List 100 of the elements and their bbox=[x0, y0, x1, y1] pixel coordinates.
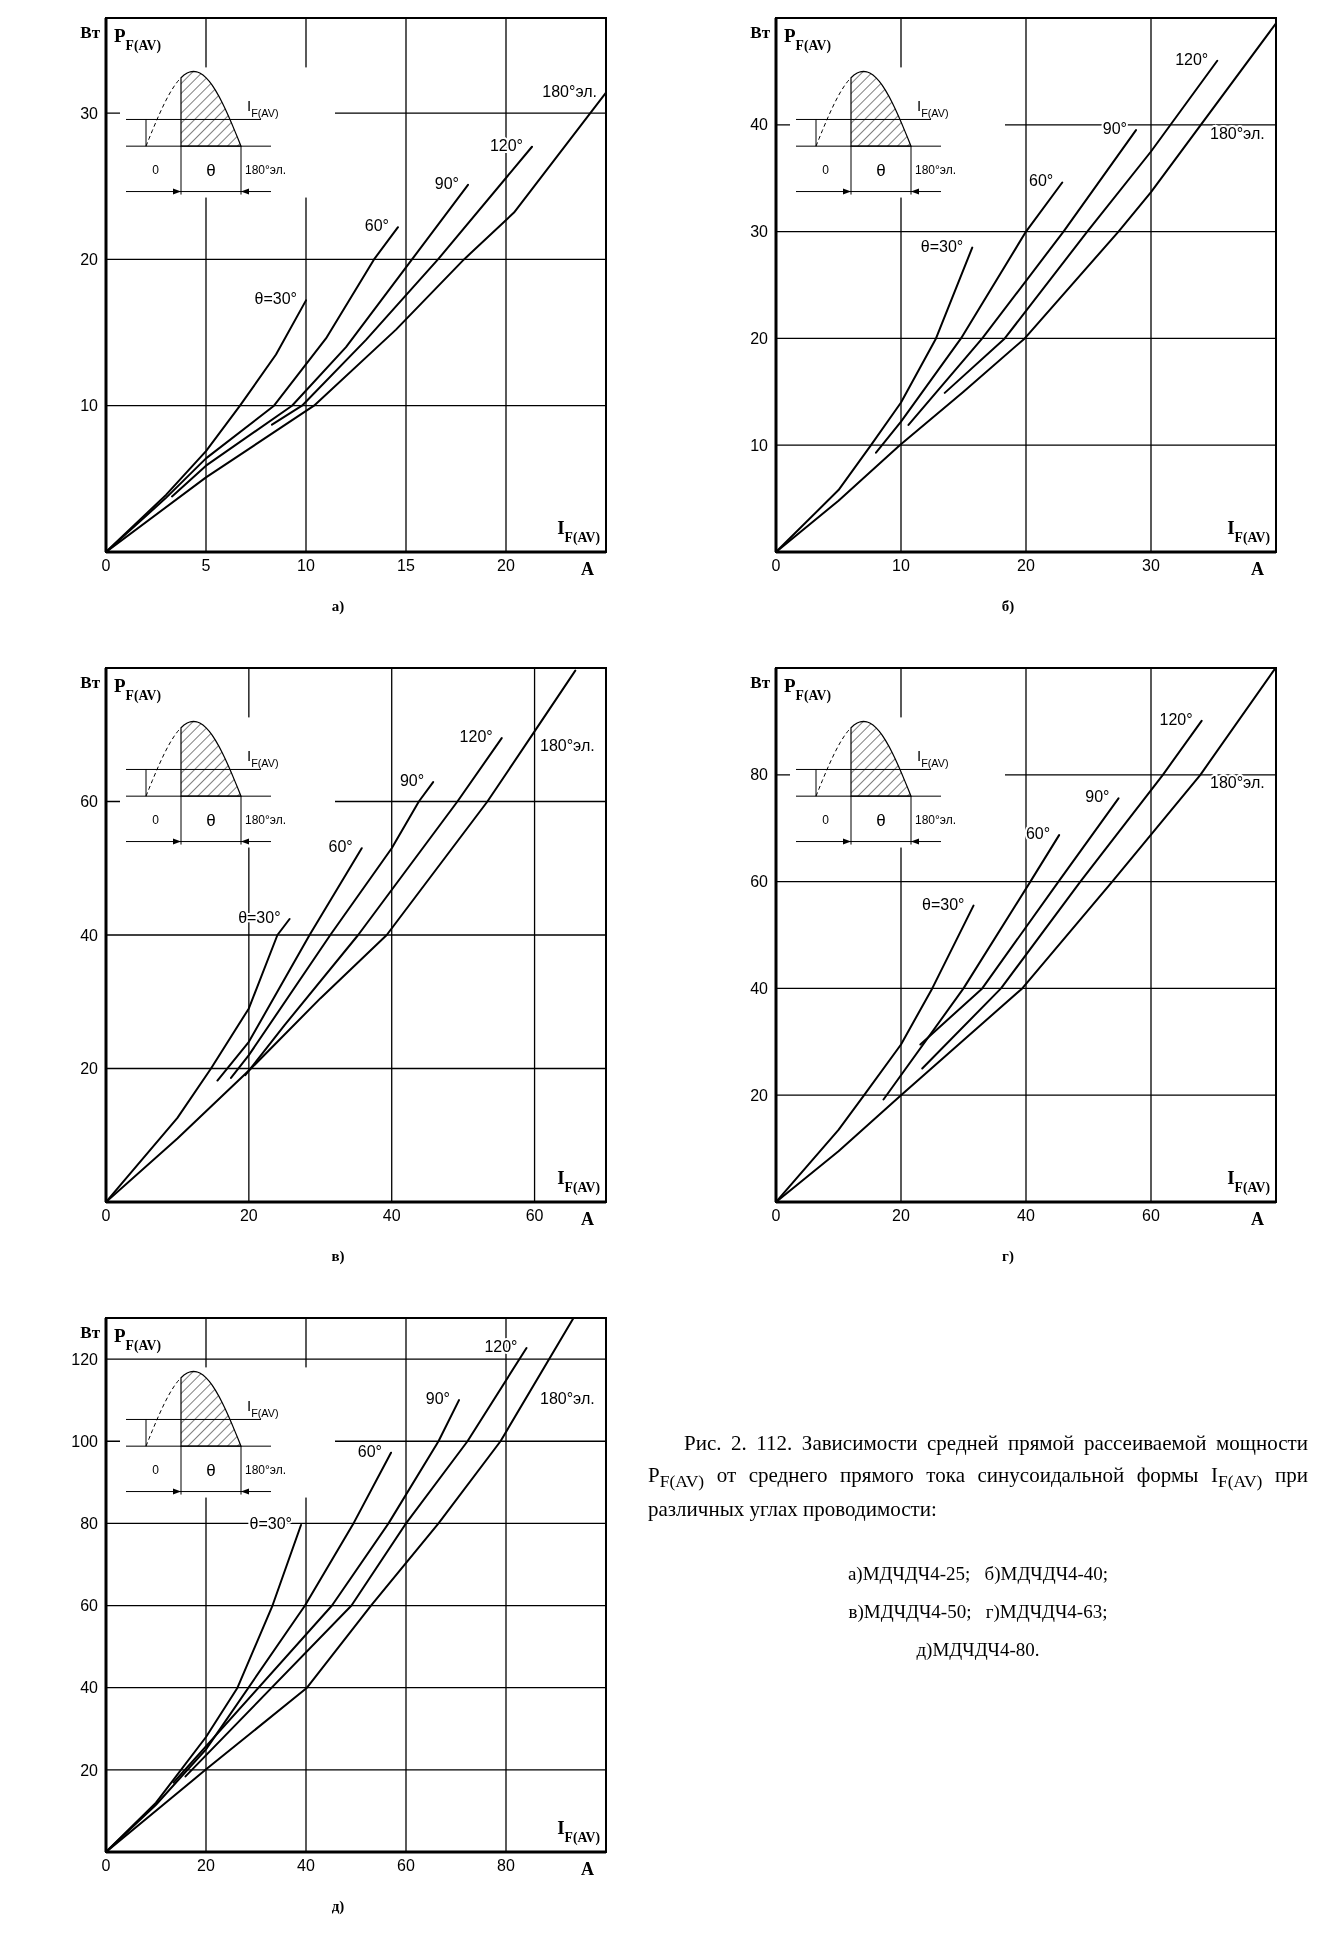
y-tick-label: 120 bbox=[71, 1350, 99, 1368]
series-label: 180°эл. bbox=[540, 737, 595, 755]
annotation: 0 bbox=[822, 162, 830, 177]
y-tick-label: 30 bbox=[80, 104, 99, 122]
text: А bbox=[1251, 559, 1264, 579]
x-tick-label: 20 bbox=[197, 1857, 215, 1875]
x-tick-label: 30 bbox=[1142, 557, 1160, 575]
series-label: θ=30° bbox=[920, 237, 964, 255]
series-label: 90° bbox=[425, 1390, 450, 1408]
x-tick-label: 20 bbox=[239, 1207, 258, 1225]
x-tick-label: 40 bbox=[297, 1857, 315, 1875]
annotation: 180°эл. bbox=[915, 162, 957, 177]
text: б) bbox=[1000, 598, 1016, 615]
x-tick-label: 15 bbox=[397, 557, 415, 575]
y-tick-label: 40 bbox=[750, 980, 769, 998]
y-tick-label: 60 bbox=[80, 793, 99, 811]
x-tick-label: 20 bbox=[892, 1207, 910, 1225]
text: Вт bbox=[750, 23, 771, 42]
x-tick-label: 60 bbox=[525, 1207, 544, 1225]
annotation: θ bbox=[876, 160, 886, 180]
y-tick-label: 100 bbox=[71, 1432, 99, 1450]
series-label: 60° bbox=[357, 1442, 382, 1460]
annotation: θ bbox=[206, 810, 216, 830]
text: а)МДЧДЧ4-25; б)МДЧДЧ4-40; bbox=[846, 1562, 1110, 1587]
series-label: θ=30° bbox=[922, 895, 965, 913]
annotation: θ bbox=[206, 160, 216, 180]
x-tick-label: 0 bbox=[771, 1207, 781, 1225]
x-axis-title: I$_{F(AV)}$ bbox=[1227, 1167, 1270, 1196]
x-tick-label: 10 bbox=[297, 557, 315, 575]
y-tick-label: 20 bbox=[750, 330, 769, 348]
y-axis-title: P$_{F(AV)}$ bbox=[784, 675, 832, 704]
x-tick-label: 0 bbox=[101, 1207, 111, 1225]
annotation: 180°эл. bbox=[245, 1462, 287, 1477]
x-tick-label: 10 bbox=[892, 557, 910, 575]
y-tick-label: 80 bbox=[750, 766, 769, 784]
y-axis-title: P$_{F(AV)}$ bbox=[114, 675, 162, 704]
y-tick-label: 40 bbox=[80, 926, 99, 944]
series-label: 60° bbox=[328, 838, 353, 856]
y-tick-label: 60 bbox=[750, 873, 769, 891]
chart-title: Рис. 2. 112. Зависимости средней прямой рассеиваемой мощности P$_{F(AV)}$ от среднего прямого тока синусоидальной формы I$_{F(AV)}$ при различных углах проводимости: bbox=[648, 1431, 1308, 1521]
y-tick-label: 40 bbox=[750, 116, 769, 134]
x-tick-label: 5 bbox=[201, 557, 211, 575]
annotation: I$_{F(AV)}$ bbox=[247, 97, 279, 120]
x-axis-title: I$_{F(AV)}$ bbox=[557, 1817, 600, 1846]
y-tick-label: 10 bbox=[80, 397, 99, 415]
series-label: 90° bbox=[1102, 120, 1127, 138]
annotation: 180°эл. bbox=[915, 812, 957, 827]
series-label: 60° bbox=[1029, 172, 1054, 190]
y-tick-label: 80 bbox=[80, 1515, 99, 1533]
y-axis-title: P$_{F(AV)}$ bbox=[784, 25, 832, 54]
x-tick-label: 80 bbox=[497, 1857, 515, 1875]
series-label: 60° bbox=[1025, 825, 1051, 843]
series-label: 120° bbox=[459, 728, 493, 746]
annotation: 0 bbox=[152, 162, 160, 177]
annotation: 180°эл. bbox=[245, 162, 287, 177]
series-label: 120° bbox=[1175, 50, 1209, 68]
series-label: 90° bbox=[399, 772, 425, 790]
text: в) bbox=[330, 1248, 346, 1265]
series-label: 180°эл. bbox=[542, 82, 597, 100]
series-label: 180°эл. bbox=[540, 1390, 595, 1408]
x-tick-label: 40 bbox=[382, 1207, 401, 1225]
text: А bbox=[581, 559, 594, 579]
y-tick-label: 20 bbox=[80, 251, 99, 269]
annotation: θ bbox=[206, 1460, 216, 1480]
x-axis-title: I$_{F(AV)}$ bbox=[557, 1167, 600, 1196]
y-tick-label: 20 bbox=[80, 1761, 99, 1779]
text: Вт bbox=[80, 23, 101, 42]
x-tick-label: 0 bbox=[101, 557, 111, 575]
series-label: 180°эл. bbox=[1210, 774, 1265, 792]
y-tick-label: 20 bbox=[80, 1060, 99, 1078]
annotation: I$_{F(AV)}$ bbox=[247, 747, 279, 770]
text: д) bbox=[330, 1898, 346, 1915]
y-axis-title: P$_{F(AV)}$ bbox=[114, 25, 162, 54]
text: А bbox=[1251, 1209, 1264, 1229]
text: Вт bbox=[750, 673, 771, 692]
text: А bbox=[581, 1859, 594, 1879]
series-label: 180°эл. bbox=[1210, 125, 1265, 143]
series-label: 60° bbox=[364, 217, 389, 235]
series-label: 90° bbox=[1085, 788, 1110, 806]
text: г) bbox=[1001, 1248, 1015, 1265]
annotation: I$_{F(AV)}$ bbox=[247, 1397, 279, 1420]
x-tick-label: 40 bbox=[1017, 1207, 1035, 1225]
text: в)МДЧДЧ4-50; г)МДЧДЧ4-63; bbox=[847, 1600, 1109, 1625]
x-tick-label: 60 bbox=[1142, 1207, 1160, 1225]
x-axis-title: I$_{F(AV)}$ bbox=[1227, 517, 1270, 546]
y-tick-label: 20 bbox=[750, 1086, 769, 1104]
x-tick-label: 0 bbox=[771, 557, 781, 575]
series-label: 90° bbox=[434, 174, 459, 192]
x-tick-label: 20 bbox=[497, 557, 515, 575]
y-tick-label: 30 bbox=[750, 223, 769, 241]
series-label: θ=30° bbox=[254, 290, 297, 308]
y-tick-label: 60 bbox=[80, 1597, 99, 1615]
text: Вт bbox=[80, 673, 101, 692]
x-tick-label: 0 bbox=[101, 1857, 111, 1875]
annotation: 180°эл. bbox=[245, 812, 287, 827]
text: Вт bbox=[80, 1323, 101, 1342]
annotation: 0 bbox=[822, 812, 830, 827]
text: д)МДЧДЧ4-80. bbox=[915, 1638, 1041, 1663]
series-label: 120° bbox=[1159, 710, 1193, 728]
annotation: θ bbox=[876, 810, 886, 830]
